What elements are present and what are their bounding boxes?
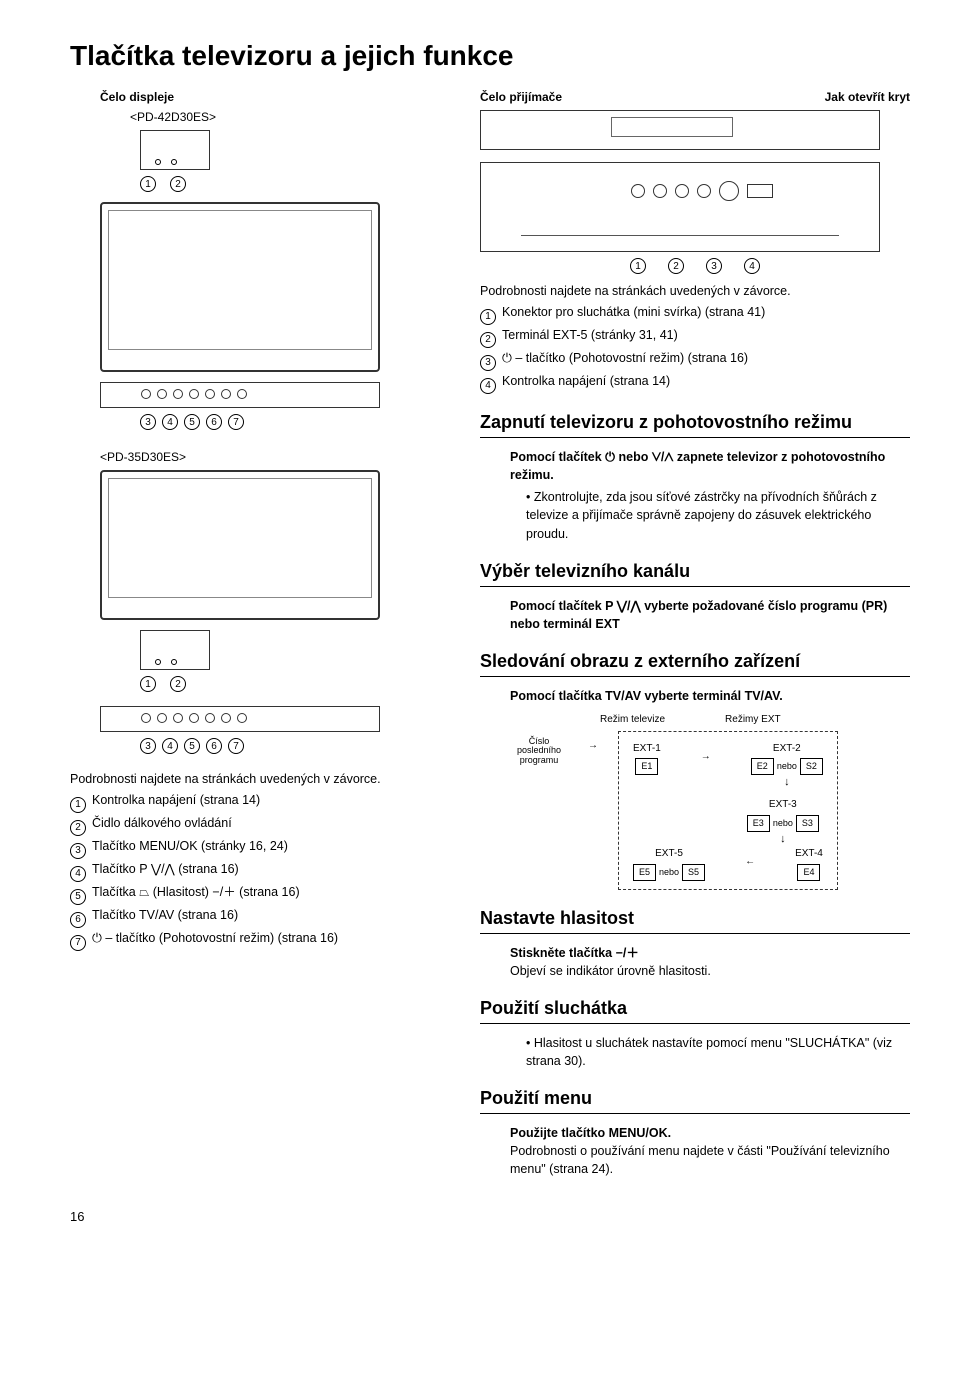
menu-bold: Použijte tlačítko MENU/OK. (510, 1124, 910, 1142)
section-hlasitost: Nastavte hlasitost (480, 908, 910, 934)
sledovani-lead: Pomocí tlačítka TV/AV vyberte terminál T… (510, 687, 910, 705)
zapnuti-bullet: Zkontrolujte, zda jsou síťové zástrčky n… (526, 488, 910, 542)
callout-2: 2 (170, 176, 186, 192)
section-sledovani: Sledování obrazu z externího zařízení (480, 651, 910, 677)
callout-1: 1 (140, 176, 156, 192)
page-title: Tlačítka televizoru a jejich funkce (70, 40, 910, 72)
mode-diagram: Režim televize Režimy EXT Číslo poslední… (510, 713, 910, 890)
hlasitost-text: Objeví se indikátor úrovně hlasitosti. (510, 962, 910, 980)
jak-otevrit-label: Jak otevřít kryt (825, 90, 910, 104)
sluchatka-bullet: Hlasitost u sluchátek nastavíte pomocí m… (526, 1034, 910, 1070)
left-details-note: Podrobnosti najdete na stránkách uvedený… (70, 772, 450, 786)
celo-displeje-label: Čelo displeje (100, 90, 450, 104)
section-sluchatka: Použití sluchátka (480, 998, 910, 1024)
hlasitost-bold: Stiskněte tlačítka −/＋ (510, 944, 910, 962)
page-number: 16 (70, 1209, 910, 1224)
celo-prijimace-label: Čelo přijímače (480, 90, 562, 104)
section-vyber: Výběr televizního kanálu (480, 561, 910, 587)
vyber-text: Pomocí tlačítek P ⋁/⋀ vyberte požadované… (510, 597, 910, 633)
control-strip-42 (100, 382, 380, 408)
model-42: <PD-42D30ES> (130, 110, 450, 124)
section-menu: Použití menu (480, 1088, 910, 1114)
tv-illustration-35 (100, 470, 380, 620)
right-column: Čelo přijímače Jak otevřít kryt 1 2 3 4 … (480, 90, 910, 1179)
zapnuti-lead: Pomocí tlačítek ⏻ nebo ⋁/⋀ zapnete telev… (510, 448, 910, 484)
model-35: <PD-35D30ES> (100, 450, 450, 464)
receiver-open (480, 162, 880, 252)
section-zapnuti: Zapnutí televizoru z pohotovostního reži… (480, 412, 910, 438)
menu-text: Podrobnosti o používání menu najdete v č… (510, 1142, 910, 1178)
tv-illustration-42 (100, 202, 380, 372)
left-column: Čelo displeje <PD-42D30ES> 1 2 3 4 5 6 7 (70, 90, 450, 1179)
control-strip-35 (100, 706, 380, 732)
right-details-note: Podrobnosti najdete na stránkách uvedený… (480, 284, 910, 298)
receiver-closed (480, 110, 880, 150)
left-numbered-list: 1Kontrolka napájení (strana 14) 2Čidlo d… (70, 790, 450, 951)
receiver-numbered-list: 1Konektor pro sluchátka (mini svírka) (s… (480, 302, 910, 394)
